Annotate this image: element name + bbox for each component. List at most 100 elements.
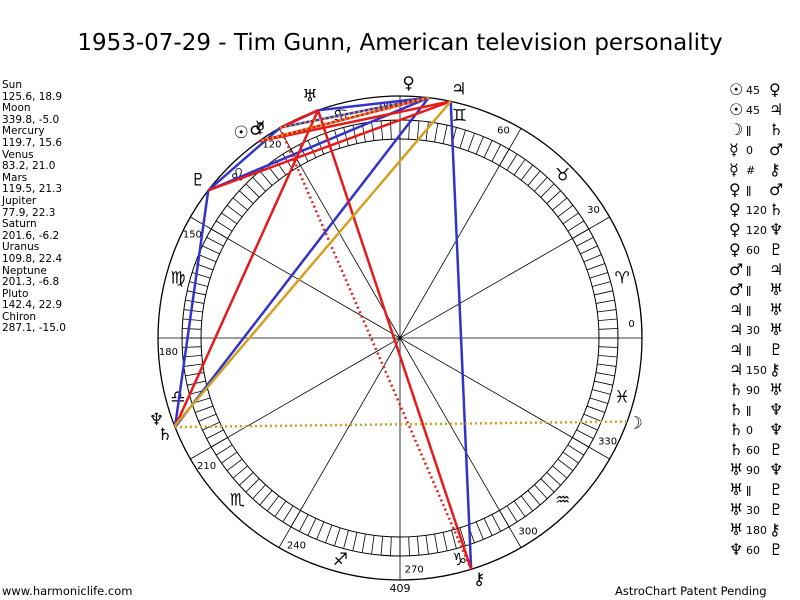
aspect-angle: ǁ — [746, 264, 752, 277]
degree-tick — [259, 170, 273, 186]
house-spoke — [190, 216, 610, 460]
degree-tick — [239, 472, 254, 486]
planet-glyph-icon: ♆ — [149, 410, 164, 430]
aspect-line — [207, 100, 452, 192]
degree-tick — [198, 413, 217, 422]
degree-tick — [232, 197, 248, 211]
degree-tick — [274, 500, 287, 517]
degree-tick — [325, 524, 333, 543]
degree-tick — [534, 484, 548, 499]
degree-tick — [298, 514, 309, 532]
degree-tick — [459, 129, 466, 149]
aspect-angle: ǁ — [746, 344, 752, 357]
degree-tick — [416, 536, 420, 556]
degree-tick — [316, 136, 325, 155]
planet-position: 339.8, -5.0 — [2, 113, 60, 126]
degree-tick — [245, 183, 260, 198]
degree-tick — [185, 299, 205, 304]
degree-tick — [434, 533, 439, 553]
planet-name: Sun — [2, 79, 22, 91]
degree-tick — [589, 272, 609, 279]
degree-tick — [580, 421, 598, 431]
degree-tick — [185, 372, 205, 377]
degree-tick — [183, 309, 203, 313]
aspect-planet-2: ♄ — [769, 120, 784, 139]
footer-patent-note: AstroChart Patent Pending — [615, 584, 767, 598]
aspect-planet-2: ♃ — [769, 260, 784, 279]
planet-name: Neptune — [2, 264, 47, 277]
planet-position: 119.5, 21.3 — [2, 183, 63, 196]
degree-tick — [567, 220, 585, 232]
aspect-planet-1: ♅ — [729, 500, 744, 519]
planet-name: Mars — [2, 171, 28, 184]
degree-tick — [513, 159, 526, 176]
degree-tick — [589, 397, 609, 404]
planet-name: Mercury — [2, 125, 45, 138]
degree-tick — [594, 380, 613, 386]
degree-tick — [221, 451, 238, 464]
zodiac-sign-icon: ♈ — [615, 268, 630, 288]
aspect-planet-2: ♇ — [769, 500, 784, 519]
planet-name: Jupiter — [2, 194, 37, 207]
planet-glyph-icon: ☿ — [255, 118, 265, 138]
aspect-angle: 30 — [746, 324, 760, 337]
aspect-planet-2: ♀ — [769, 80, 781, 99]
aspect-planet-2: ♅ — [769, 300, 784, 319]
aspect-planet-2: ♆ — [769, 400, 784, 419]
degree-tick — [506, 153, 518, 171]
degree-tick — [183, 363, 203, 367]
degree-label: 0 — [628, 319, 634, 330]
planet-glyph-icon: ♄ — [157, 425, 172, 445]
aspect-line — [280, 109, 319, 129]
aspect-planet-1: ♃ — [729, 300, 744, 319]
aspect-line — [174, 420, 628, 429]
degree-tick — [390, 536, 392, 556]
planet-position: 201.3, -6.8 — [2, 276, 60, 289]
aspect-angle: 0 — [746, 424, 753, 437]
degree-tick — [182, 328, 202, 330]
degree-label: 120 — [262, 140, 281, 151]
degree-tick — [189, 281, 208, 287]
degree-tick — [592, 389, 611, 395]
aspect-planet-2: ♂ — [769, 180, 784, 199]
degree-tick — [215, 444, 233, 456]
degree-tick — [576, 429, 594, 440]
degree-tick — [252, 177, 266, 192]
degree-tick — [221, 212, 238, 225]
degree-tick — [598, 328, 618, 330]
degree-label: 270 — [405, 565, 424, 576]
planet-glyph-icon: ☉ — [234, 123, 249, 143]
aspect-planet-2: ♅ — [769, 320, 784, 339]
degree-label: 210 — [197, 461, 216, 472]
aspect-planet-1: ♅ — [729, 480, 744, 499]
degree-tick — [352, 532, 358, 551]
degree-tick — [434, 123, 439, 143]
aspect-planet-2: ♅ — [769, 280, 784, 299]
degree-tick — [307, 140, 317, 158]
degree-tick — [491, 144, 502, 162]
footer-website[interactable]: www.harmoniclife.com — [2, 584, 133, 598]
aspect-planet-2: ♇ — [769, 340, 784, 359]
degree-tick — [520, 495, 534, 512]
aspect-planet-2: ♃ — [769, 100, 784, 119]
zodiac-sign-icon: ♓ — [615, 388, 630, 408]
degree-tick — [442, 125, 448, 144]
degree-tick — [567, 444, 585, 456]
zodiac-sign-icon: ♉ — [555, 165, 570, 185]
aspect-angle: ǁ — [746, 124, 752, 137]
aspect-angle: ǁ — [746, 304, 752, 317]
aspect-planet-1: ♅ — [729, 520, 744, 539]
aspect-planet-1: ♀ — [729, 240, 741, 259]
degree-tick — [583, 413, 602, 422]
aspect-line — [174, 96, 430, 428]
aspect-line — [316, 109, 473, 570]
degree-tick — [239, 190, 254, 204]
zodiac-sign-icon: ♎ — [170, 388, 185, 408]
degree-tick — [206, 236, 224, 247]
aspect-angle: 0 — [746, 144, 753, 157]
degree-tick — [483, 140, 493, 158]
degree-label: 180 — [159, 347, 178, 358]
aspect-planet-2: ♄ — [769, 200, 784, 219]
degree-tick — [266, 495, 280, 512]
degree-tick — [232, 465, 248, 479]
